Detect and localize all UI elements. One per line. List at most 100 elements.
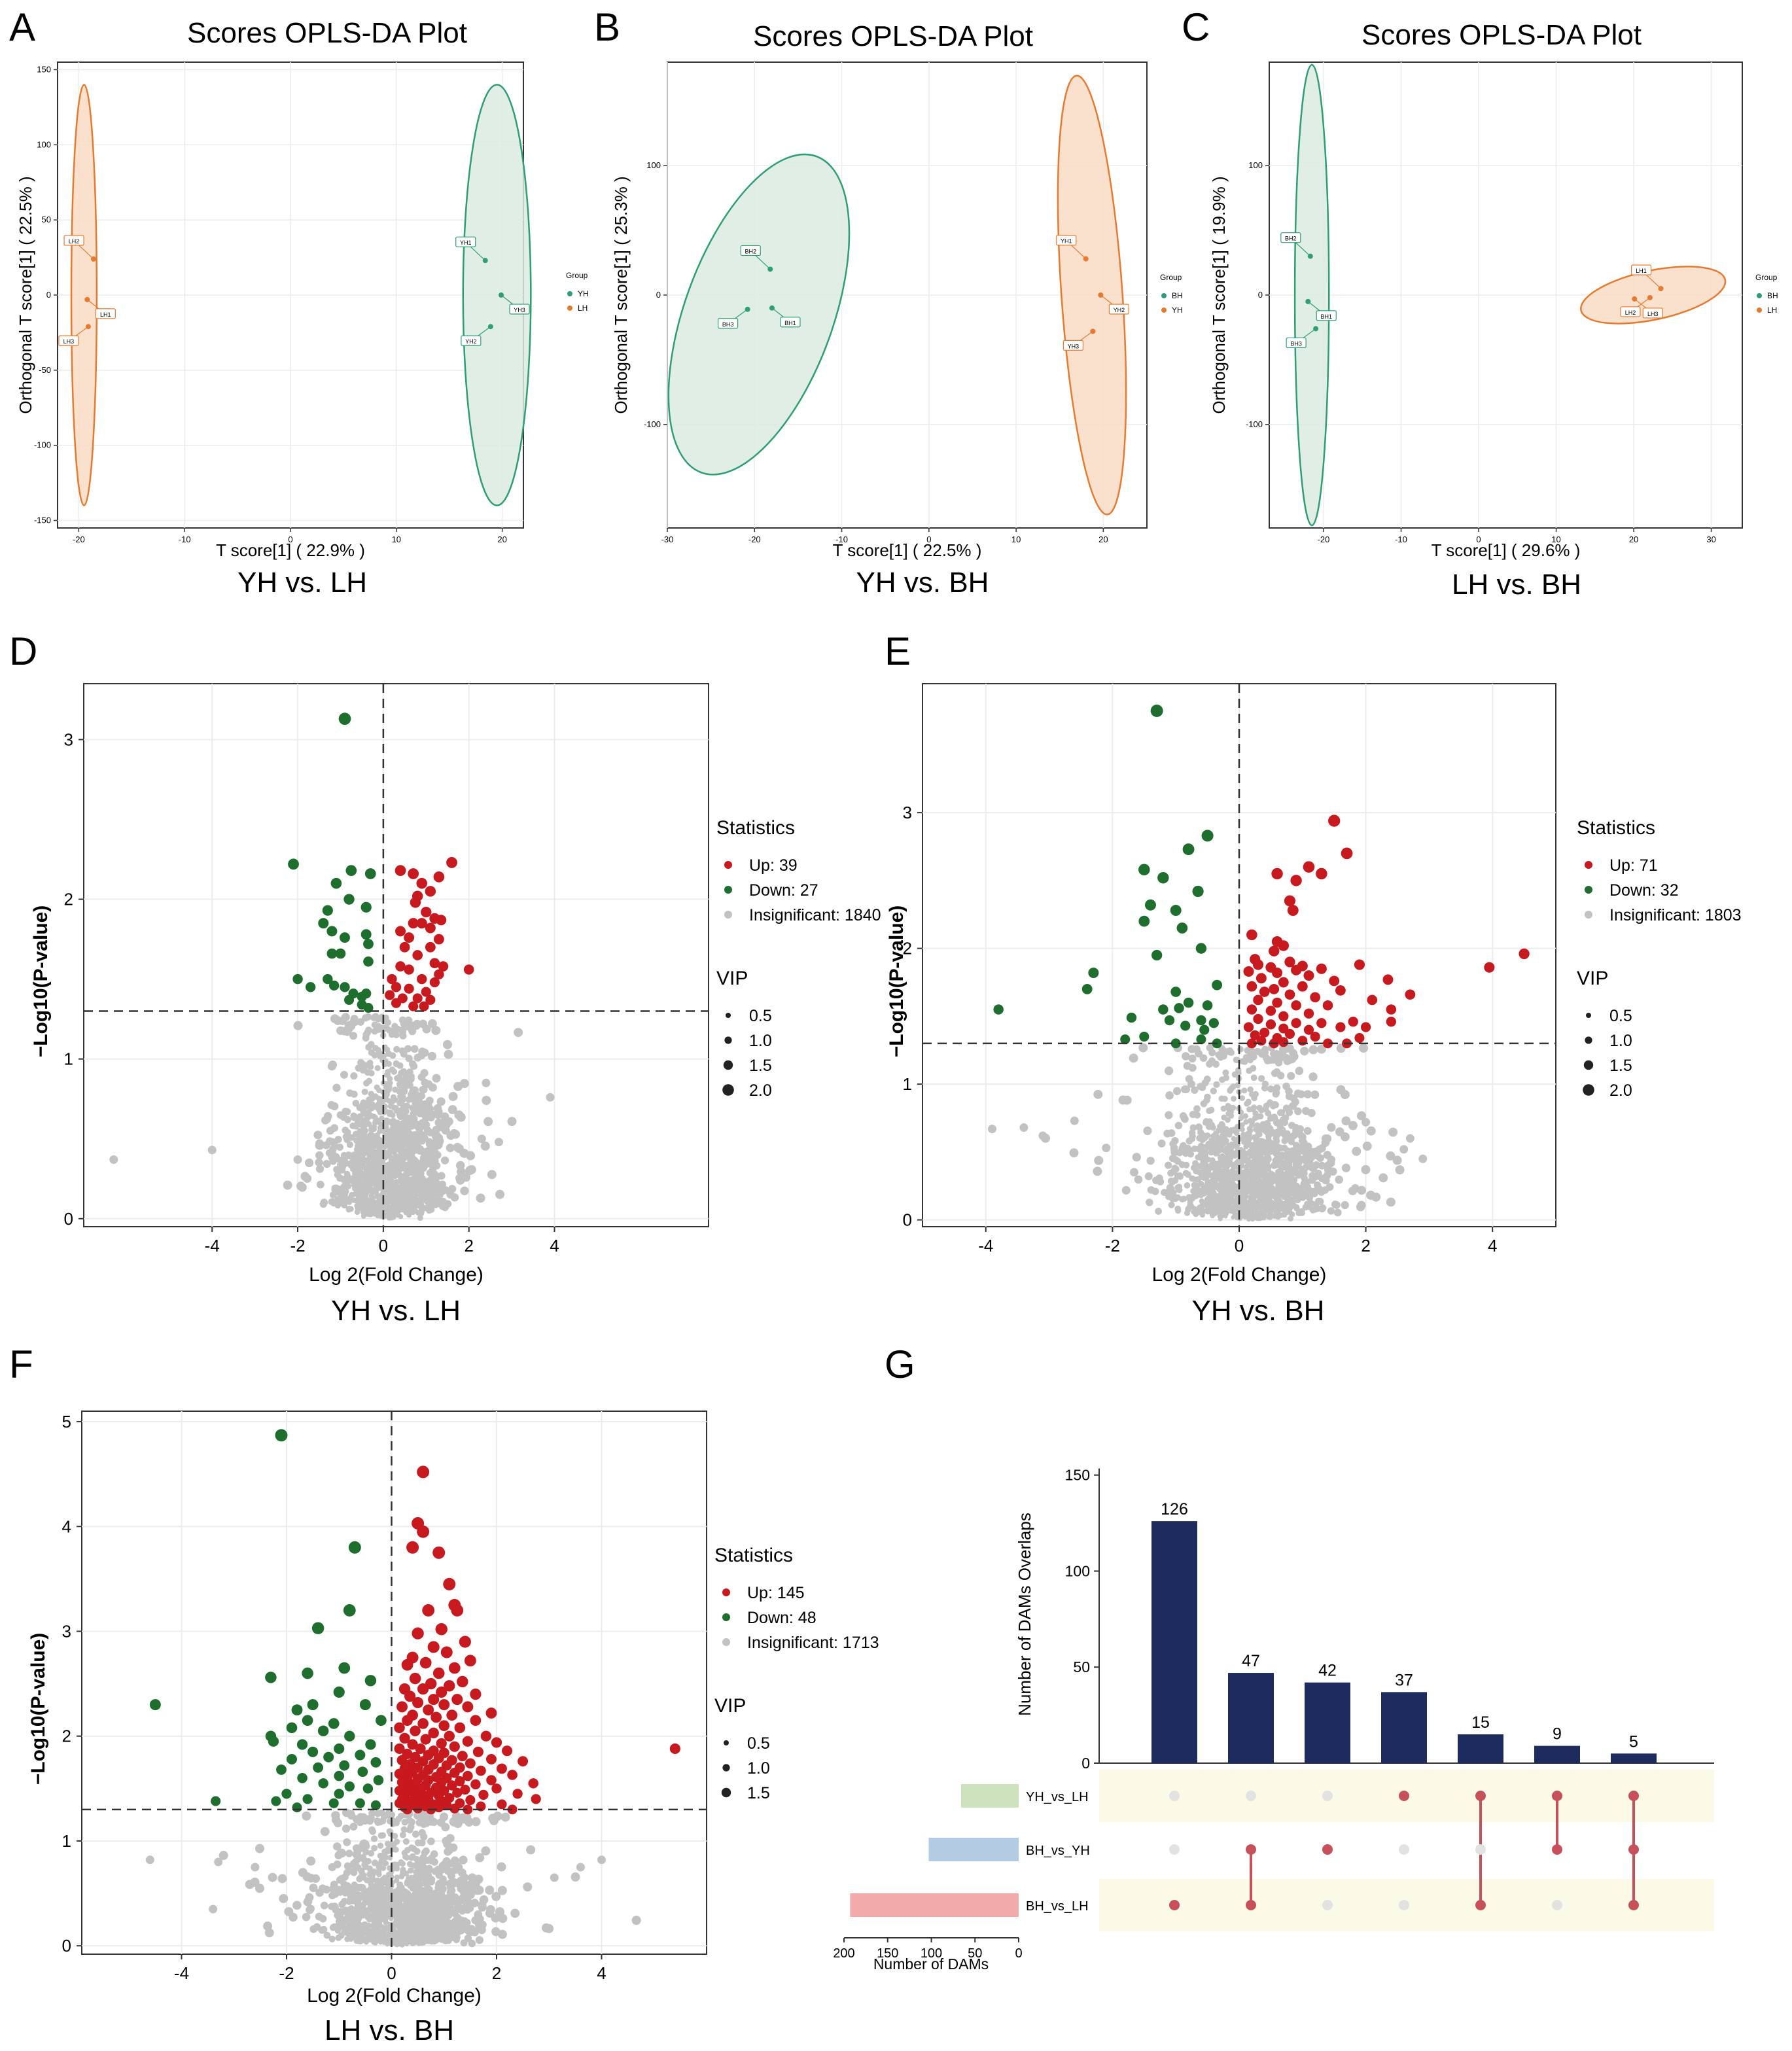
insignificant-point	[1194, 1190, 1201, 1197]
vip-legend-title: VIP	[716, 968, 748, 989]
down-regulated-point	[1170, 905, 1182, 917]
insignificant-point	[404, 1045, 412, 1053]
insignificant-point	[1122, 1095, 1132, 1105]
y-tick-label: 0	[1258, 290, 1263, 300]
sample-label-box	[780, 317, 801, 328]
insignificant-point	[1184, 1182, 1191, 1189]
insignificant-point	[408, 1867, 414, 1874]
insignificant-point	[419, 1189, 427, 1196]
insignificant-point	[1247, 1170, 1252, 1176]
sample-point	[487, 324, 493, 330]
insignificant-point	[1318, 1161, 1326, 1170]
insignificant-point	[329, 1145, 337, 1153]
insignificant-point	[207, 1146, 217, 1155]
insignificant-point	[376, 1159, 381, 1165]
insignificant-point	[393, 1060, 400, 1067]
insignificant-point	[1157, 1139, 1166, 1148]
sample-point	[1305, 298, 1311, 304]
insignificant-point	[419, 1019, 428, 1028]
up-regulated-point	[1278, 940, 1289, 951]
insignificant-point	[404, 1164, 411, 1170]
up-regulated-point	[416, 877, 428, 889]
insignificant-point	[1223, 1173, 1229, 1178]
legend-label: Up: 39	[749, 856, 798, 875]
vip-legend-key	[723, 1060, 733, 1070]
insignificant-point	[399, 1872, 406, 1878]
x-tick-label: -10	[179, 535, 191, 544]
insignificant-point	[362, 1014, 370, 1022]
insignificant-point	[412, 1120, 419, 1128]
insignificant-point	[1282, 1165, 1290, 1171]
subtitle-b: YH vs. BH	[856, 567, 989, 599]
up-regulated-point	[1382, 974, 1394, 985]
insignificant-point	[1196, 1134, 1203, 1142]
insignificant-point	[383, 1046, 391, 1053]
insignificant-point	[459, 1855, 468, 1865]
insignificant-point	[355, 1205, 360, 1212]
insignificant-point	[1274, 1150, 1281, 1157]
x-tick-label: -10	[835, 535, 848, 544]
insignificant-point	[1254, 1113, 1261, 1120]
insignificant-point	[1187, 1079, 1195, 1088]
insignificant-point	[1193, 1105, 1201, 1113]
insignificant-point	[1234, 1198, 1239, 1203]
confidence-ellipse-yh	[462, 84, 532, 506]
insignificant-point	[109, 1155, 118, 1164]
sample-point	[1647, 294, 1653, 300]
insignificant-point	[374, 1015, 382, 1023]
insignificant-point	[1165, 1091, 1174, 1100]
insignificant-point	[1186, 1146, 1193, 1154]
up-regulated-point	[1265, 1019, 1276, 1030]
insignificant-point	[1294, 1197, 1301, 1204]
insignificant-point	[1223, 1074, 1230, 1081]
insignificant-point	[1327, 1123, 1336, 1132]
insignificant-point	[389, 1196, 394, 1201]
insignificant-point	[1129, 1053, 1138, 1063]
legend-label: LH	[1767, 306, 1777, 315]
insignificant-point	[388, 1161, 394, 1166]
insignificant-point	[1209, 1161, 1215, 1167]
y-tick-label: 1	[62, 1831, 71, 1851]
up-regulated-point	[1278, 1011, 1289, 1022]
insignificant-point	[323, 1160, 331, 1168]
insignificant-point	[329, 1191, 337, 1199]
down-regulated-point	[1088, 967, 1099, 978]
insignificant-point	[1267, 1085, 1274, 1093]
legend-title: Group	[1755, 273, 1778, 282]
insignificant-point	[362, 1171, 368, 1177]
insignificant-point	[1289, 1102, 1297, 1110]
x-tick-label: 0	[387, 1963, 396, 1983]
up-regulated-point	[1246, 981, 1257, 992]
insignificant-point	[422, 1204, 429, 1212]
insignificant-point	[1304, 1142, 1312, 1151]
insignificant-point	[410, 1110, 417, 1118]
insignificant-point	[1284, 1208, 1291, 1215]
insignificant-point	[323, 1931, 331, 1939]
insignificant-point	[1242, 1138, 1249, 1144]
insignificant-point	[350, 1091, 358, 1098]
up-regulated-point	[412, 950, 423, 960]
insignificant-point	[1273, 1068, 1281, 1076]
insignificant-point	[1222, 1069, 1229, 1076]
insignificant-point	[1284, 1147, 1291, 1154]
sample-point	[499, 292, 504, 298]
insignificant-point	[353, 1169, 360, 1176]
down-regulated-point	[1196, 1015, 1206, 1026]
insignificant-point	[375, 1101, 381, 1108]
insignificant-point	[1218, 1171, 1223, 1177]
insignificant-point	[1129, 1168, 1138, 1177]
insignificant-point	[1174, 1194, 1181, 1201]
y-tick-label: -100	[644, 419, 661, 429]
up-regulated-point	[1269, 945, 1280, 956]
insignificant-point	[1265, 1214, 1271, 1220]
insignificant-point	[416, 1184, 423, 1191]
insignificant-point	[1366, 1126, 1376, 1136]
sample-point	[1658, 286, 1664, 292]
insignificant-point	[1188, 1054, 1197, 1063]
insignificant-point	[392, 1086, 398, 1093]
insignificant-point	[418, 1210, 425, 1217]
insignificant-point	[409, 1088, 416, 1095]
insignificant-point	[283, 1180, 292, 1190]
sample-point	[767, 266, 773, 272]
insignificant-point	[432, 1199, 440, 1207]
